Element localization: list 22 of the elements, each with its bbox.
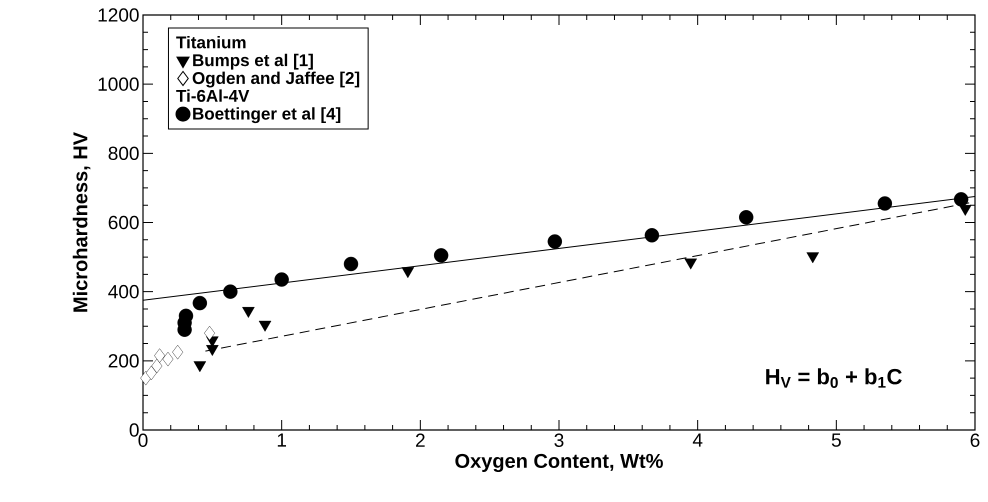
y-tick-label: 0: [130, 423, 139, 437]
legend-label: Ogden and Jaffee [2]: [192, 72, 360, 88]
x-tick-label: 1: [278, 434, 286, 447]
y-tick-label: 1200: [98, 8, 139, 22]
y-tick-label: 1000: [98, 77, 139, 91]
y-tick-label: 600: [108, 216, 139, 230]
annotation: Ti-6Al-4V: [176, 89, 250, 102]
x-tick-label: 4: [692, 434, 702, 447]
x-axis-title: Oxygen Content, Wt%: [455, 454, 663, 472]
x-tick-label: 0: [138, 434, 148, 447]
y-tick-label: 400: [108, 284, 139, 298]
legend-title: Titanium: [176, 36, 246, 48]
legend-label: Bumps et al [1]: [193, 54, 313, 70]
annotation: H$_{V}$ = b$_{0}$ + b$_{1}$C: [766, 368, 902, 388]
x-tick-label: 3: [554, 434, 564, 447]
x-tick-label: 2: [416, 434, 425, 447]
y-tick-label: 800: [108, 146, 139, 160]
y-tick-label: 200: [108, 354, 139, 368]
y-axis-title: Microhardness, HV: [72, 132, 90, 312]
x-tick-label: 5: [832, 434, 841, 447]
legend-label: Boettinger et al [4]: [193, 107, 340, 124]
x-tick-label: 6: [970, 434, 980, 447]
